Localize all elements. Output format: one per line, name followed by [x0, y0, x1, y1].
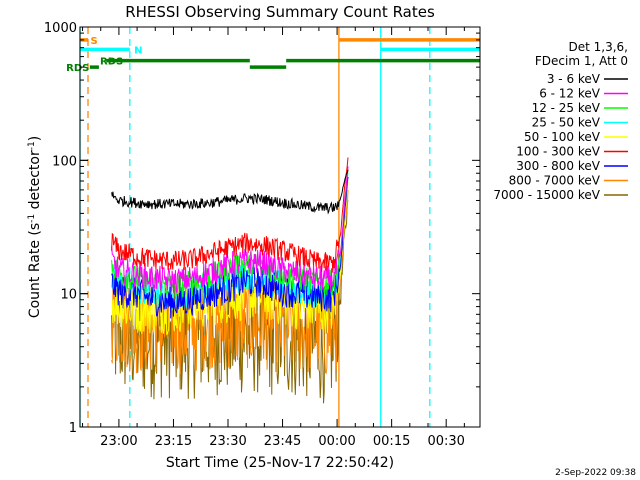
y-tick-label: 10: [60, 288, 77, 303]
series-line: [111, 176, 349, 319]
x-tick-label: 23:30: [209, 434, 246, 449]
legend-header-line-1: Det 1,3,6,: [569, 40, 629, 54]
y-tick-label: 1: [69, 421, 77, 436]
series-line: [111, 157, 349, 273]
y-tick-label: 100: [52, 154, 77, 169]
series-line: [111, 180, 349, 336]
flag-label: RDS: [100, 57, 123, 68]
legend-label: 3 - 6 keV: [547, 72, 601, 86]
legend-label: 100 - 300 keV: [516, 145, 600, 159]
legend-label: 12 - 25 keV: [532, 101, 601, 115]
y-tick-label: 1000: [44, 21, 77, 36]
series-line: [111, 173, 349, 310]
legend-label: 300 - 800 keV: [516, 159, 600, 173]
x-tick-label: 00:30: [427, 434, 464, 449]
legend-label: 7000 - 15000 keV: [493, 188, 600, 202]
x-tick-label: 00:15: [373, 434, 410, 449]
x-axis-label: Start Time (25-Nov-17 22:50:42): [166, 455, 394, 471]
x-tick-label: 00:00: [318, 434, 355, 449]
x-axis: 23:00 23:15 23:30 23:45 00:00 00:15 00:30: [82, 27, 465, 449]
flag-label: S: [91, 36, 98, 47]
footer-timestamp: 2-Sep-2022 09:38: [555, 468, 636, 478]
legend-label: 6 - 12 keV: [539, 87, 601, 101]
y-axis: 1 10 100 1000: [44, 21, 480, 436]
annotation-flags: S N RDS RDS: [66, 27, 480, 427]
legend-label: 50 - 100 keV: [524, 130, 601, 144]
x-tick-label: 23:00: [100, 434, 137, 449]
flag-label: RDS: [66, 63, 89, 74]
legend-header-line-2: FDecim 1, Att 0: [535, 54, 628, 68]
series-group: [111, 157, 349, 404]
x-tick-label: 23:15: [155, 434, 192, 449]
series-line: [111, 189, 349, 375]
chart-title: RHESSI Observing Summary Count Rates: [125, 3, 435, 21]
series-line: [111, 169, 349, 215]
legend-label: 800 - 7000 keV: [509, 174, 601, 188]
y-axis-label: Count Rate (s-1 detector-1): [27, 136, 43, 318]
flag-label: N: [134, 45, 142, 56]
legend-label: 25 - 50 keV: [532, 116, 601, 130]
plot-frame: [79, 26, 481, 428]
x-tick-label: 23:45: [264, 434, 301, 449]
series-line: [111, 166, 349, 293]
